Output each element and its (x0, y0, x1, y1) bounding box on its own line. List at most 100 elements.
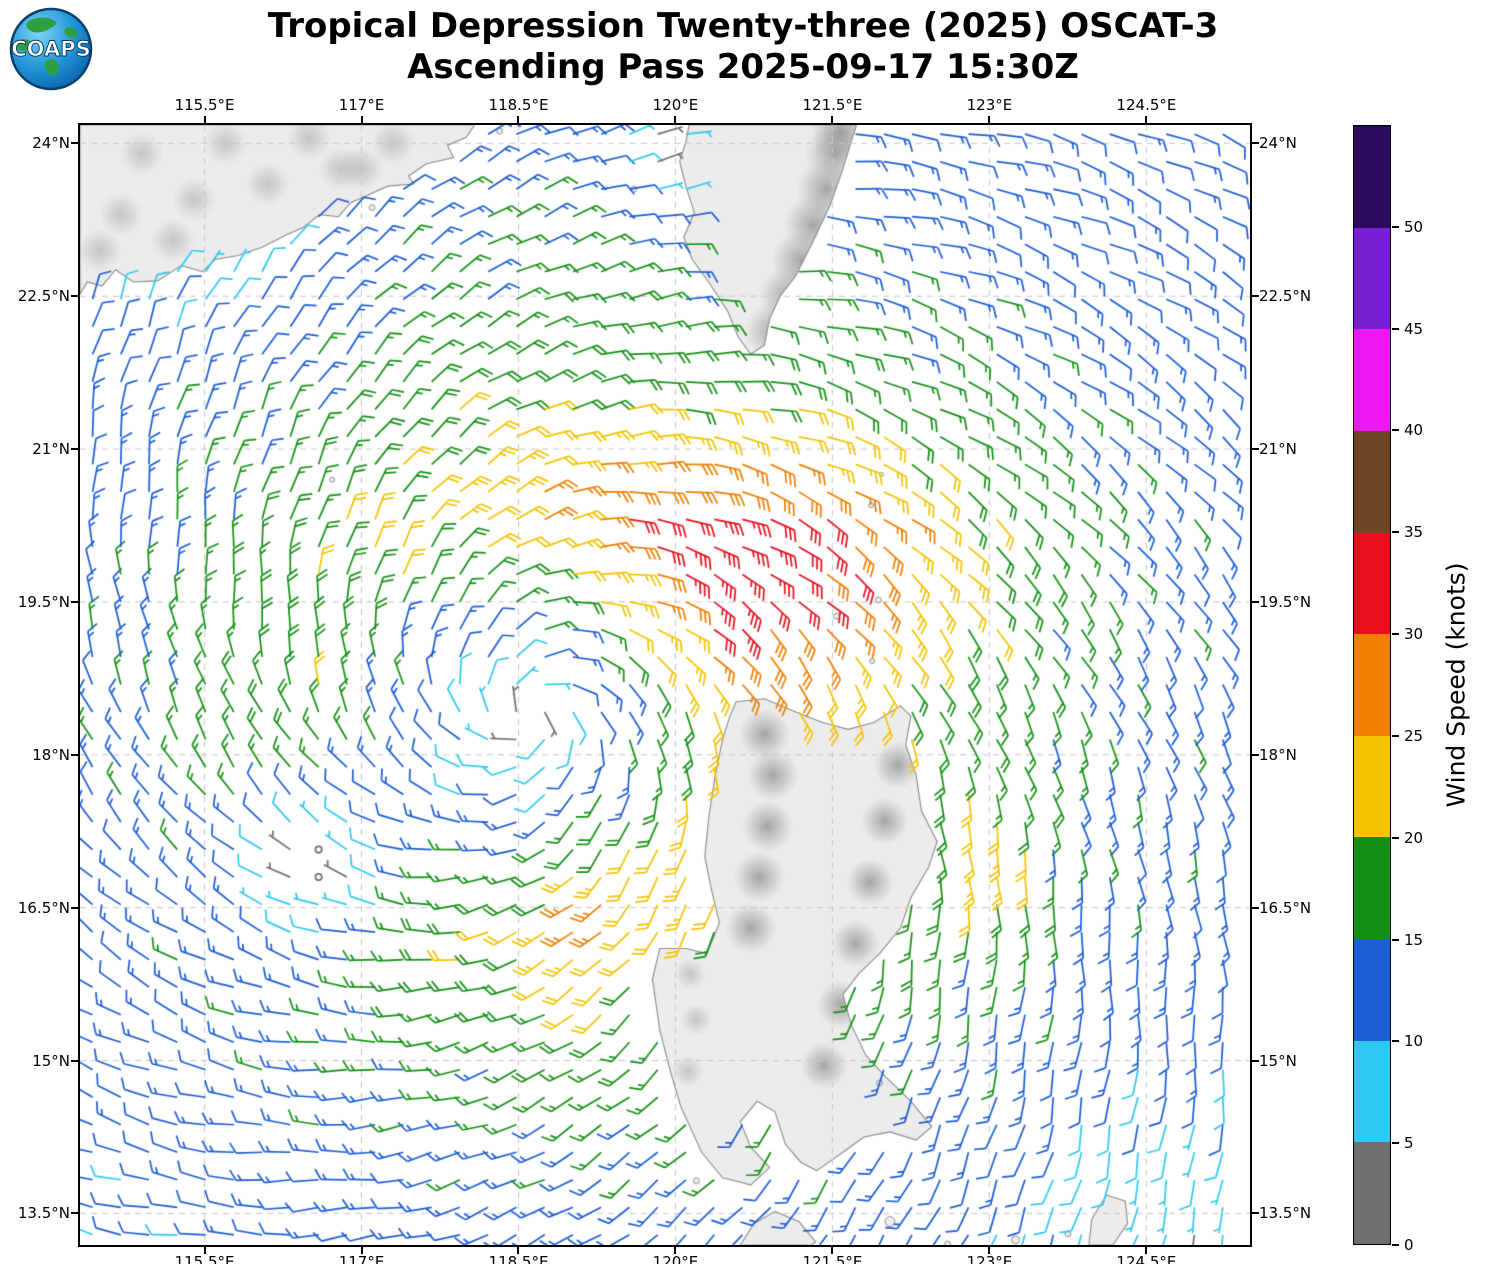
x-tick-label-top: 115.5°E (174, 96, 235, 114)
y-tick-label-right: 22.5°N (1259, 287, 1312, 306)
y-tick-label-right: 24°N (1259, 134, 1297, 153)
y-tick-mark (71, 753, 78, 756)
y-tick-label-right: 16.5°N (1259, 898, 1312, 917)
colorbar-tick-label: 25 (1404, 726, 1424, 745)
colorbar-tick-mark (1392, 1142, 1399, 1145)
x-tick-label-bottom: 115.5°E (174, 1253, 235, 1264)
colorbar-tick-label: 0 (1404, 1236, 1414, 1254)
title-line-1: Tropical Depression Twenty-three (2025) … (267, 6, 1219, 46)
chart-title: Tropical Depression Twenty-three (2025) … (268, 6, 1219, 88)
colorbar-tick-mark (1392, 1040, 1399, 1043)
x-tick-label-bottom: 117°E (338, 1253, 385, 1264)
y-tick-mark (1252, 906, 1259, 909)
colorbar-tick-label: 40 (1404, 421, 1424, 440)
y-tick-label-left: 24°N (32, 134, 70, 153)
y-tick-label-left: 19.5°N (17, 592, 70, 611)
title-line-2: Ascending Pass 2025-09-17 15:30Z (407, 46, 1079, 87)
logo-text: COAPS (11, 37, 90, 61)
colorbar-segment (1354, 1142, 1390, 1245)
y-tick-mark (1252, 448, 1259, 451)
colorbar-segment (1354, 430, 1390, 533)
x-tick-label-bottom: 123°E (966, 1253, 1013, 1264)
colorbar-tick-mark (1392, 1244, 1399, 1246)
x-tick-mark (517, 116, 520, 123)
colorbar-tick-mark (1392, 327, 1399, 330)
x-tick-label-bottom: 121.5°E (802, 1253, 863, 1264)
y-tick-label-right: 13.5°N (1259, 1204, 1312, 1223)
y-tick-label-left: 21°N (32, 440, 70, 459)
y-tick-mark (1252, 600, 1259, 603)
y-tick-mark (1252, 142, 1259, 145)
y-tick-label-right: 21°N (1259, 440, 1297, 459)
x-tick-mark (203, 1247, 206, 1254)
colorbar-tick-label: 30 (1404, 625, 1424, 644)
coaps-logo: COAPS (8, 6, 94, 92)
colorbar-tick-label: 35 (1404, 523, 1424, 542)
x-tick-label-top: 118.5°E (488, 96, 549, 114)
colorbar-tick-label: 20 (1404, 828, 1424, 847)
colorbar-segment (1354, 735, 1390, 838)
x-tick-mark (831, 116, 834, 123)
colorbar-tick-mark (1392, 836, 1399, 839)
x-tick-mark (988, 1247, 991, 1254)
colorbar-segment (1354, 227, 1390, 330)
y-tick-label-left: 16.5°N (17, 898, 70, 917)
colorbar-tick-mark (1392, 225, 1399, 228)
y-tick-label-right: 19.5°N (1259, 592, 1312, 611)
x-tick-label-top: 120°E (652, 96, 699, 114)
colorbar-tick-mark (1392, 938, 1399, 941)
colorbar-segment (1354, 939, 1390, 1041)
x-tick-mark (360, 1247, 363, 1254)
x-tick-mark (1145, 116, 1148, 123)
x-tick-mark (988, 116, 991, 123)
y-tick-mark (71, 295, 78, 298)
x-tick-mark (1145, 1247, 1148, 1254)
y-tick-mark (71, 142, 78, 145)
y-tick-mark (1252, 1059, 1259, 1062)
colorbar-segment (1354, 532, 1390, 635)
colorbar-tick-label: 15 (1404, 930, 1424, 949)
colorbar-segment (1354, 329, 1390, 431)
x-tick-label-top: 123°E (966, 96, 1013, 114)
x-tick-mark (203, 116, 206, 123)
coaps-globe-icon: COAPS (9, 7, 93, 91)
colorbar-tick-mark (1392, 531, 1399, 534)
x-tick-label-top: 124.5°E (1116, 96, 1177, 114)
colorbar-segment (1354, 634, 1390, 736)
x-tick-label-bottom: 118.5°E (488, 1253, 549, 1264)
x-tick-label-top: 121.5°E (802, 96, 863, 114)
colorbar-tick-mark (1392, 633, 1399, 636)
y-tick-mark (1252, 1212, 1259, 1215)
x-tick-label-bottom: 120°E (652, 1253, 699, 1264)
colorbar-segment (1354, 126, 1390, 228)
y-tick-mark (71, 1059, 78, 1062)
y-tick-label-right: 18°N (1259, 745, 1297, 764)
colorbar-tick-mark (1392, 429, 1399, 432)
x-tick-mark (674, 1247, 677, 1254)
x-tick-label-bottom: 124.5°E (1116, 1253, 1177, 1264)
colorbar-axis-label: Wind Speed (knots) (1441, 562, 1471, 808)
colorbar-tick-label: 50 (1404, 217, 1424, 236)
x-tick-mark (517, 1247, 520, 1254)
colorbar-tick-label: 45 (1404, 319, 1424, 338)
colorbar-tick-label: 5 (1404, 1134, 1414, 1153)
y-tick-mark (71, 448, 78, 451)
y-tick-mark (71, 600, 78, 603)
y-tick-mark (71, 1212, 78, 1215)
y-tick-label-left: 22.5°N (17, 287, 70, 306)
y-tick-label-left: 15°N (32, 1051, 70, 1070)
colorbar (1353, 125, 1391, 1245)
wind-barb-map-canvas (80, 125, 1250, 1245)
y-tick-label-right: 15°N (1259, 1051, 1297, 1070)
colorbar-tick-label: 10 (1404, 1032, 1424, 1051)
x-tick-mark (831, 1247, 834, 1254)
y-tick-mark (1252, 295, 1259, 298)
y-tick-label-left: 13.5°N (17, 1204, 70, 1223)
y-tick-mark (71, 906, 78, 909)
colorbar-tick-mark (1392, 734, 1399, 737)
x-tick-label-top: 117°E (338, 96, 385, 114)
y-tick-label-left: 18°N (32, 745, 70, 764)
y-tick-mark (1252, 753, 1259, 756)
x-tick-mark (674, 116, 677, 123)
